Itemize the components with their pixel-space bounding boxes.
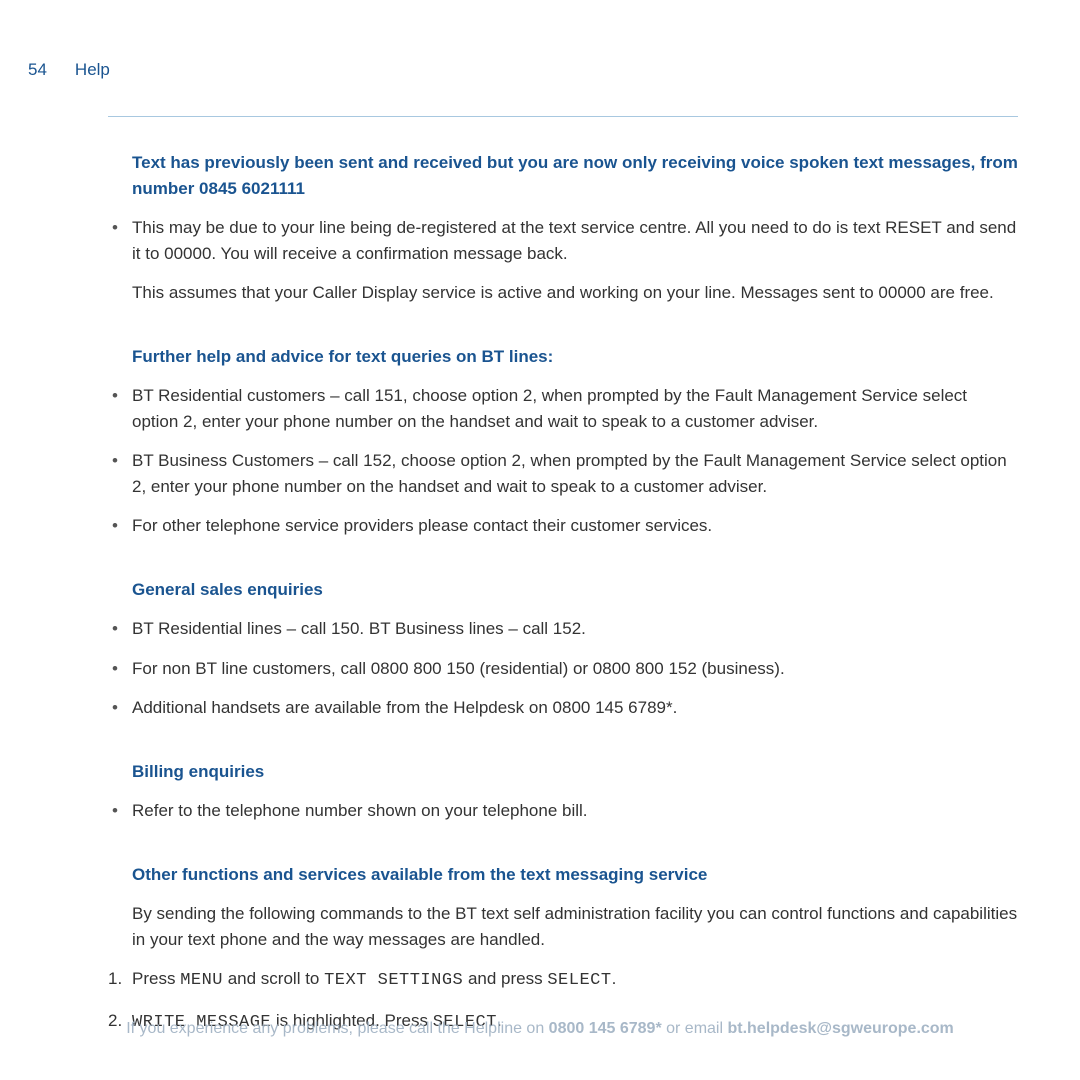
- step-text: Press: [132, 969, 180, 988]
- bullet-list: BT Residential customers – call 151, cho…: [108, 383, 1018, 539]
- mono-text: SELECT: [547, 971, 611, 990]
- list-item: BT Residential lines – call 150. BT Busi…: [108, 616, 1018, 642]
- section-name: Help: [75, 60, 110, 80]
- list-item: BT Business Customers – call 152, choose…: [108, 448, 1018, 499]
- step-text: and scroll to: [223, 969, 324, 988]
- heading-further-help: Further help and advice for text queries…: [132, 344, 1018, 370]
- list-item: For other telephone service providers pl…: [108, 513, 1018, 539]
- bullet-list: Refer to the telephone number shown on y…: [108, 798, 1018, 824]
- sub-paragraph: This assumes that your Caller Display se…: [132, 280, 1018, 306]
- footer-text: If you experience any problems, please c…: [126, 1020, 548, 1037]
- step-text: .: [612, 969, 617, 988]
- bullet-list: BT Residential lines – call 150. BT Busi…: [108, 616, 1018, 721]
- heading-other-functions: Other functions and services available f…: [132, 862, 1018, 888]
- content-area: Text has previously been sent and receiv…: [108, 150, 1018, 1049]
- mono-text: TEXT SETTINGS: [324, 971, 463, 990]
- heading-voice-spoken: Text has previously been sent and receiv…: [132, 150, 1018, 201]
- list-item: Refer to the telephone number shown on y…: [108, 798, 1018, 824]
- step-text: and press: [463, 969, 547, 988]
- list-item: For non BT line customers, call 0800 800…: [108, 656, 1018, 682]
- list-item: Additional handsets are available from t…: [108, 695, 1018, 721]
- header-divider: [108, 116, 1018, 117]
- footer-email: bt.helpdesk@sgweurope.com: [727, 1020, 953, 1037]
- page-footer: If you experience any problems, please c…: [0, 1020, 1080, 1038]
- page-header: 54 Help: [28, 60, 110, 80]
- list-item: 1. Press MENU and scroll to TEXT SETTING…: [108, 966, 1018, 994]
- page-number: 54: [28, 60, 47, 80]
- footer-text: or email: [662, 1020, 728, 1037]
- step-number: 1.: [108, 966, 122, 992]
- list-item: This may be due to your line being de-re…: [108, 215, 1018, 266]
- list-item: BT Residential customers – call 151, cho…: [108, 383, 1018, 434]
- heading-billing: Billing enquiries: [132, 759, 1018, 785]
- heading-general-sales: General sales enquiries: [132, 577, 1018, 603]
- footer-phone: 0800 145 6789*: [549, 1020, 662, 1037]
- bullet-list: This may be due to your line being de-re…: [108, 215, 1018, 266]
- mono-text: MENU: [180, 971, 223, 990]
- sub-paragraph: By sending the following commands to the…: [132, 901, 1018, 952]
